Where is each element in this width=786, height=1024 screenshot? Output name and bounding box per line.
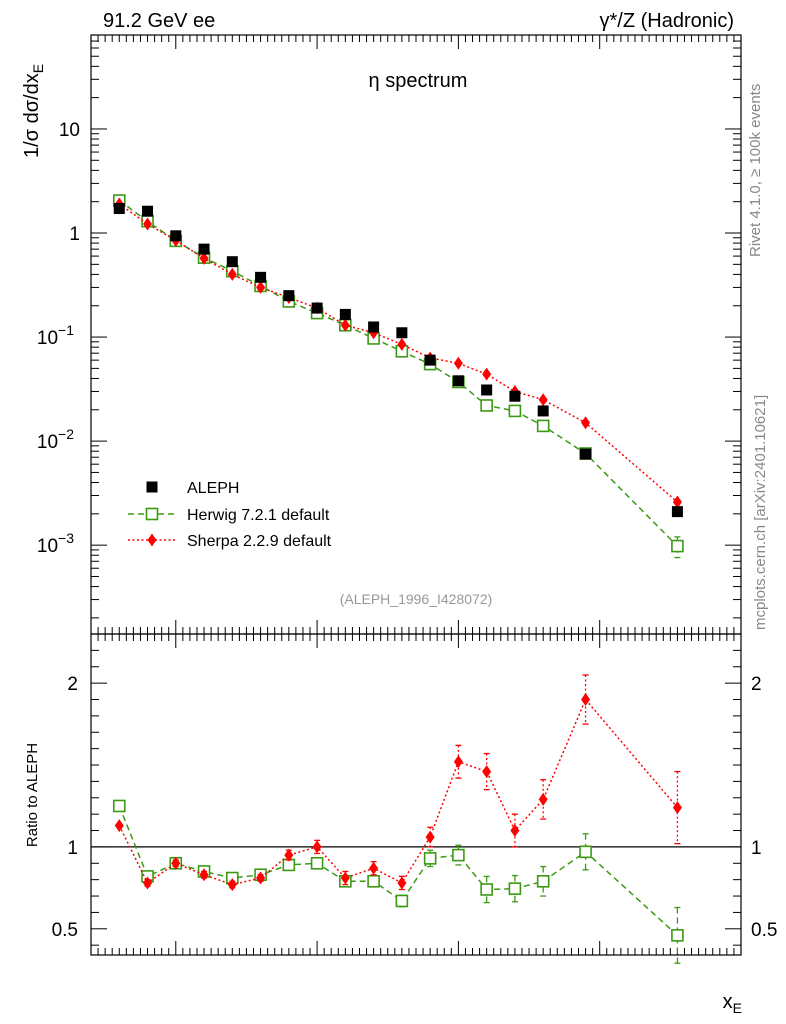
sherpa-ratio-point <box>227 878 237 892</box>
sherpa-ratio-point <box>114 819 124 833</box>
herwig-point <box>671 539 684 553</box>
mcplots-label: mcplots.cern.ch [arXiv:2401.10621] <box>752 395 769 630</box>
legend-herwig-label: Herwig 7.2.1 default <box>187 507 330 524</box>
herwig-point <box>480 399 493 412</box>
herwig-ratio-point <box>480 883 493 896</box>
aleph-point <box>339 308 351 320</box>
y-tick-label: 10−1 <box>37 322 74 349</box>
legend-sherpa-marker <box>147 533 157 547</box>
sherpa-point <box>672 495 682 509</box>
aleph-point <box>113 203 125 215</box>
aleph-point <box>170 230 182 242</box>
sherpa-ratio-point <box>284 848 294 862</box>
rivet-version-label: Rivet 4.1.0, ≥ 100k events <box>747 84 764 257</box>
aleph-point <box>396 327 408 339</box>
sherpa-point <box>143 217 153 231</box>
sherpa-point <box>227 267 237 281</box>
aleph-point <box>452 375 464 387</box>
sherpa-ratio-point <box>199 868 209 882</box>
sherpa-point <box>453 356 463 370</box>
herwig-point <box>536 419 550 433</box>
herwig-ratio-point <box>112 799 126 813</box>
ratio-y-axis-label: Ratio to ALEPH <box>24 743 41 847</box>
herwig-ratio-point <box>671 929 684 942</box>
sherpa-point <box>397 337 407 351</box>
herwig-ratio-point <box>536 875 550 888</box>
sherpa-ratio-point <box>672 801 682 815</box>
sherpa-point <box>482 367 492 381</box>
aleph-point <box>580 448 592 460</box>
y-axis-label: 1/σ dσ/dxE <box>21 64 46 158</box>
sherpa-ratio-line <box>118 698 678 886</box>
sherpa-ratio-point <box>581 693 591 707</box>
y-tick-label: 10−3 <box>37 530 74 557</box>
sherpa-ratio-point <box>340 871 350 885</box>
sherpa-point <box>340 318 350 332</box>
sherpa-point <box>199 251 209 265</box>
aleph-point <box>255 271 267 283</box>
sherpa-ratio-point <box>256 871 266 885</box>
sherpa-ratio-point <box>397 876 407 890</box>
legend-sherpa-label: Sherpa 2.2.9 default <box>187 533 332 550</box>
legend-herwig-marker <box>145 507 159 521</box>
sherpa-ratio-point <box>510 824 520 838</box>
herwig-ratio-point <box>423 852 437 865</box>
aleph-point <box>537 405 549 417</box>
aleph-point <box>424 354 436 366</box>
sherpa-ratio-point <box>538 792 548 806</box>
y-tick-label: 10 <box>59 120 80 141</box>
sherpa-ratio-point <box>369 861 379 875</box>
header-process-label: γ*/Z (Hadronic) <box>600 10 734 32</box>
sherpa-point <box>581 416 591 430</box>
plot-title: η spectrum <box>369 70 468 92</box>
herwig-ratio-point <box>579 845 592 859</box>
aleph-point <box>283 290 295 302</box>
sherpa-point <box>538 393 548 407</box>
herwig-ratio-point <box>452 848 465 862</box>
y-tick-label: 10−2 <box>37 426 74 453</box>
ratio-y-tick-label: 2 <box>67 674 78 695</box>
aleph-point <box>311 302 323 314</box>
ratio-frame <box>90 633 742 956</box>
aleph-point <box>671 506 683 518</box>
header-energy-label: 91.2 GeV ee <box>103 10 215 32</box>
herwig-ratio-point <box>310 856 324 870</box>
sherpa-ratio-point <box>453 755 463 769</box>
ratio-y-tick-label: 1 <box>67 838 78 859</box>
legend-aleph-label: ALEPH <box>187 480 239 497</box>
aleph-point <box>198 243 210 255</box>
sherpa-ratio-point <box>171 856 181 870</box>
ratio-y-tick-label: 0.5 <box>52 920 78 941</box>
ratio-y-tick-label-right: 0.5 <box>751 920 777 941</box>
ratio-y-tick-label-right: 2 <box>751 674 762 695</box>
analysis-tag: (ALEPH_1996_I428072) <box>340 591 493 607</box>
sherpa-ratio-point <box>143 876 153 890</box>
ratio-panel: xE 0.5 0.5 1 1 2 2 Ratio to ALEPH <box>24 633 777 1016</box>
ratio-y-tick-label-right: 1 <box>751 838 762 859</box>
aleph-point <box>368 321 380 333</box>
aleph-point <box>226 256 238 268</box>
herwig-ratio-point <box>367 875 380 888</box>
sherpa-ratio-point <box>312 840 322 854</box>
herwig-point <box>508 404 522 418</box>
herwig-ratio-point <box>508 882 522 895</box>
spectrum-panel: 10−3 10−2 10−1 1 10 1/σ dσ/dxE η spectrum (ALEP… <box>21 34 742 955</box>
sherpa-ratio-point <box>482 765 492 779</box>
y-tick-label: 1 <box>69 224 80 245</box>
legend-aleph-marker <box>146 481 158 493</box>
herwig-line <box>118 199 678 547</box>
sherpa-point <box>256 280 266 294</box>
sherpa-ratio-point <box>425 830 435 844</box>
x-axis-label: xE <box>723 991 742 1016</box>
herwig-ratio-point <box>395 894 409 908</box>
aleph-point <box>142 205 154 217</box>
aleph-point <box>509 390 521 402</box>
aleph-point <box>481 384 493 396</box>
